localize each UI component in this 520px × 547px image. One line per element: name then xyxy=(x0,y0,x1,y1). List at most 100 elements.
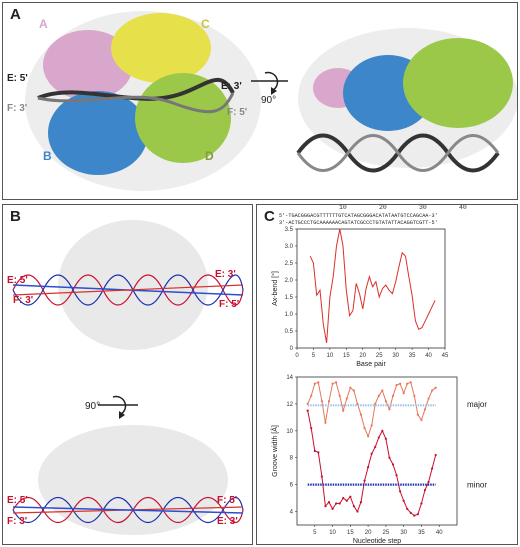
chain-d-blob xyxy=(135,73,231,163)
panel-a: A 90° A C B D E: 5' F: 3' E: 3' F: 5' xyxy=(2,2,518,200)
strand-f3-label: F: 3' xyxy=(7,103,28,114)
rotation-icon xyxy=(251,71,288,95)
data-point-minor xyxy=(384,437,387,440)
data-point-minor xyxy=(367,466,370,469)
data-point-major xyxy=(338,394,341,397)
panel-b: B 90° E: 5' F: 3' E: 3' F: 5' E: 5' F: 3… xyxy=(2,204,253,545)
panel-a-label: A xyxy=(10,6,21,23)
data-point-minor xyxy=(370,452,373,455)
x-tick-label: 45 xyxy=(442,353,449,359)
data-point-minor xyxy=(331,507,334,510)
data-point-minor xyxy=(427,480,430,484)
strand-f5-label: F: 5' xyxy=(227,107,248,118)
y-tick-label: 0 xyxy=(290,346,294,352)
data-point-minor xyxy=(434,453,437,457)
axbend-chart: 0 5 10 15 20 25 30 35 40 45 0 0.5 1.0 1.5 2.0 2.5 3.0 3.5… xyxy=(271,227,449,368)
data-point-minor xyxy=(324,505,327,508)
data-point-minor xyxy=(320,475,323,478)
data-point-major xyxy=(402,392,405,395)
panel-b-helix-art: 90° xyxy=(12,220,244,535)
data-point-major xyxy=(388,408,391,411)
y-axis-label: Groove width [Å] xyxy=(270,425,279,477)
panel-c: C 10 20 30 40 5'-TGACGGGACGTTTTTTGTCATAG… xyxy=(256,204,518,545)
data-point-minor xyxy=(363,479,366,482)
b-top-f5: F: 5' xyxy=(219,299,240,310)
data-point-minor xyxy=(345,499,348,502)
data-point-major xyxy=(359,413,363,416)
data-point-major xyxy=(416,413,419,416)
data-point-major xyxy=(409,381,412,384)
ruler-30: 30 xyxy=(419,204,427,211)
data-point-major xyxy=(352,389,355,392)
b-top-f3: F: 3' xyxy=(13,295,34,306)
series-line-major xyxy=(307,381,436,438)
series-line-series xyxy=(309,228,436,343)
strand-e5-label: E: 5' xyxy=(7,73,28,84)
data-point-minor xyxy=(359,501,363,504)
data-point-major xyxy=(399,382,402,385)
groove-chart: 5 10 15 20 25 30 35 40 4 6 8 10 12 14 Nucleotide step G… xyxy=(270,375,487,544)
data-point-minor xyxy=(349,495,352,498)
data-point-minor xyxy=(313,449,316,453)
plot-frame xyxy=(296,376,458,526)
x-tick-label: 10 xyxy=(327,353,334,359)
data-point-major xyxy=(406,382,409,385)
data-point-major xyxy=(345,397,348,400)
x-axis-label: Nucleotide step xyxy=(353,538,401,544)
y-tick-label: 4 xyxy=(290,510,294,516)
rotation-label-b: 90° xyxy=(85,401,100,412)
data-point-minor xyxy=(423,488,427,492)
data-point-minor xyxy=(402,499,405,502)
x-tick-label: 35 xyxy=(418,530,425,536)
x-tick-label: 40 xyxy=(436,530,443,536)
b-bottom-e5: E: 5' xyxy=(7,495,28,506)
data-point-minor xyxy=(356,510,359,513)
y-tick-label: 2.0 xyxy=(285,278,294,284)
x-tick-label: 5 xyxy=(312,353,316,359)
data-point-major xyxy=(395,383,398,387)
data-point-major xyxy=(349,386,352,389)
data-point-minor xyxy=(335,502,338,505)
data-point-minor xyxy=(338,502,341,505)
major-label: major xyxy=(467,400,487,409)
data-point-minor xyxy=(395,474,398,477)
chain-a-label: A xyxy=(39,17,48,31)
data-point-minor xyxy=(377,436,380,439)
data-point-major xyxy=(431,389,434,392)
y-tick-label: 10 xyxy=(286,429,293,435)
strand-e3-label: E: 3' xyxy=(221,81,242,92)
data-point-major xyxy=(370,424,373,427)
y-tick-label: 6 xyxy=(290,483,294,489)
chain-a-blob xyxy=(43,30,133,100)
x-tick-label: 25 xyxy=(376,353,383,359)
data-point-major xyxy=(427,397,430,400)
data-point-minor xyxy=(388,456,391,459)
x-tick-label: 35 xyxy=(409,353,416,359)
data-point-minor xyxy=(399,490,402,493)
data-point-major xyxy=(320,400,323,403)
data-point-minor xyxy=(431,467,434,470)
data-point-minor xyxy=(310,427,313,430)
ruler-10: 10 xyxy=(339,204,347,211)
data-point-minor xyxy=(416,513,419,516)
chain-c-label: C xyxy=(201,17,210,31)
data-point-major xyxy=(317,381,320,384)
plot-frame xyxy=(296,228,446,349)
y-tick-label: 8 xyxy=(290,456,294,462)
panel-c-label: C xyxy=(264,208,275,225)
data-point-major xyxy=(420,418,423,422)
data-point-minor xyxy=(352,505,355,508)
data-point-major xyxy=(413,394,416,397)
data-point-major xyxy=(327,400,331,403)
data-point-minor xyxy=(317,451,320,454)
data-point-minor xyxy=(413,514,416,517)
data-point-major xyxy=(377,394,380,397)
data-point-major xyxy=(384,400,387,403)
x-tick-label: 0 xyxy=(295,353,299,359)
x-tick-label: 20 xyxy=(359,353,366,359)
b-bottom-f3: F: 3' xyxy=(7,516,28,527)
y-tick-label: 0.5 xyxy=(285,329,294,335)
chain-b-blob xyxy=(48,91,148,175)
y-axis-label: Ax-bend [°] xyxy=(271,271,279,306)
y-tick-label: 3.0 xyxy=(285,244,294,250)
